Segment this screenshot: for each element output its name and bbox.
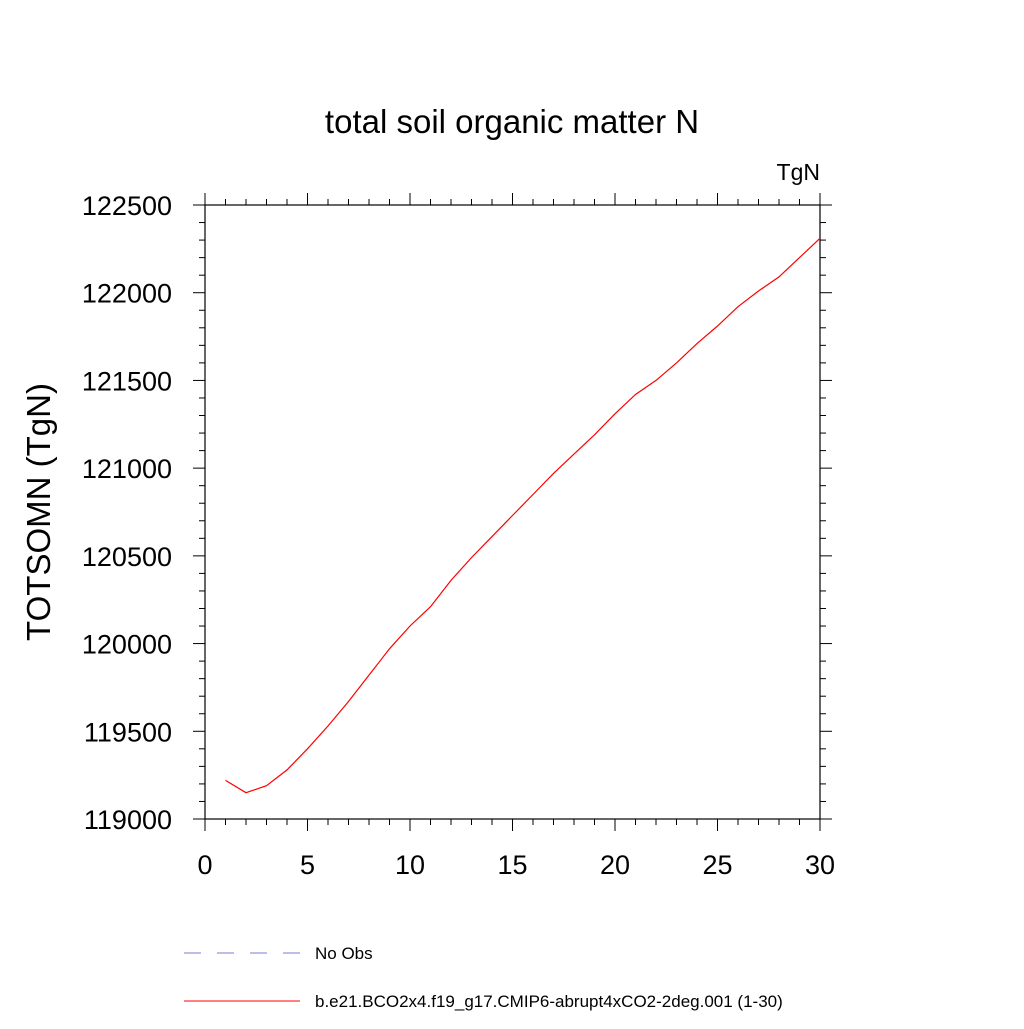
legend: No Obs b.e21.BCO2x4.f19_g17.CMIP6-abrupt4… bbox=[184, 944, 783, 1011]
chart-title: total soil organic matter N bbox=[325, 103, 699, 140]
x-tick-label: 0 bbox=[197, 850, 212, 880]
x-tick-label: 20 bbox=[600, 850, 630, 880]
legend-label: b.e21.BCO2x4.f19_g17.CMIP6-abrupt4xCO2-2… bbox=[315, 992, 783, 1011]
axes: 0 5 10 15 20 25 30 119000 119500 120000 120500 1210… bbox=[82, 191, 835, 880]
y-tick-label: 122500 bbox=[82, 191, 172, 221]
y-axis-label: TOTSOMN (TgN) bbox=[20, 383, 57, 641]
y-tick-label: 119500 bbox=[84, 717, 172, 747]
y-tick-label: 122000 bbox=[82, 279, 172, 309]
units-label: TgN bbox=[777, 159, 820, 185]
plot-frame bbox=[204, 204, 821, 820]
y-tick-label: 119000 bbox=[84, 805, 172, 835]
x-tick-label: 15 bbox=[497, 850, 527, 880]
y-tick-label: 121500 bbox=[82, 366, 172, 396]
x-tick-label: 10 bbox=[395, 850, 425, 880]
y-tick-label: 121000 bbox=[82, 454, 172, 484]
y-tick-label: 120000 bbox=[82, 630, 172, 660]
legend-label: No Obs bbox=[315, 944, 373, 963]
x-tick-label: 25 bbox=[702, 850, 732, 880]
x-tick-label: 30 bbox=[805, 850, 835, 880]
y-tick-label: 120500 bbox=[82, 542, 172, 572]
series-layer bbox=[225, 237, 821, 794]
x-tick-label: 5 bbox=[300, 850, 315, 880]
series-line bbox=[225, 237, 821, 794]
